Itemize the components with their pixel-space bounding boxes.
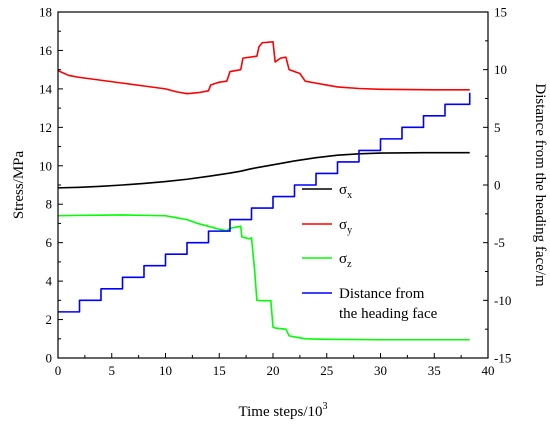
y2-tick-label-4: 5 (494, 120, 501, 135)
series-line-1 (57, 40, 470, 95)
legend-label-1: σy (339, 217, 352, 236)
legend-label-base-0: σ (339, 182, 347, 198)
x-axis-label-exponent: 3 (323, 401, 328, 412)
series-layer (57, 40, 471, 341)
y-tick-label-7: 14 (39, 81, 53, 96)
legend-label-3-line-1: the heading face (339, 306, 438, 322)
y-tick-label-0: 0 (46, 351, 53, 366)
legend-label-sub-0: x (347, 190, 352, 201)
y-tick-label-9: 18 (39, 5, 52, 20)
legend-label-sub-1: y (347, 225, 352, 236)
x-axis-label-text: Time steps/10 (238, 404, 322, 420)
legend-label-base-2: σ (339, 251, 347, 267)
y2-tick-label-3: 0 (494, 178, 501, 193)
ticks-layer (57, 11, 489, 359)
x-tick-label-2: 10 (159, 363, 172, 378)
y-tick-label-1: 2 (46, 312, 53, 327)
y-tick-label-8: 16 (39, 43, 53, 58)
legend-label-0: σx (339, 182, 352, 201)
x-tick-label-1: 5 (109, 363, 116, 378)
y-tick-label-4: 8 (46, 197, 53, 212)
series-line-0 (57, 151, 470, 189)
y-tick-label-3: 6 (46, 235, 53, 250)
x-axis-label: Time steps/103 (238, 401, 327, 420)
x-tick-label-0: 0 (55, 363, 62, 378)
x-tick-label-5: 25 (320, 363, 333, 378)
y2-tick-label-5: 10 (494, 62, 507, 77)
legend-label-2: σz (339, 251, 352, 270)
x-tick-label-3: 15 (213, 363, 226, 378)
y2-tick-label-0: -15 (494, 351, 511, 366)
legend-label-base-1: σ (339, 217, 347, 233)
series-line-2 (57, 214, 470, 341)
y-tick-label-2: 4 (46, 274, 53, 289)
y-tick-label-6: 12 (39, 120, 52, 135)
y2-axis-label: Distance from the heading face/m (532, 83, 548, 287)
legend-label-3-line-0: Distance from (339, 286, 425, 302)
series-line-3 (58, 92, 471, 313)
x-tick-label-8: 40 (482, 363, 495, 378)
y-axis-label: Stress/MPa (11, 150, 27, 219)
tick-labels-layer: 0 5 10 15 20 25 30 35 40 0 2 4 6 8 10 12 14 16 18 -15 -10 -5 0… (39, 5, 511, 379)
legend-label-sub-2: z (347, 259, 352, 270)
x-tick-label-7: 35 (428, 363, 441, 378)
x-tick-label-6: 30 (374, 363, 387, 378)
y-tick-label-5: 10 (39, 158, 52, 173)
x-tick-label-4: 20 (267, 363, 280, 378)
y2-tick-label-2: -5 (494, 235, 505, 250)
y2-tick-label-6: 15 (494, 5, 507, 20)
y2-tick-label-1: -10 (494, 293, 511, 308)
